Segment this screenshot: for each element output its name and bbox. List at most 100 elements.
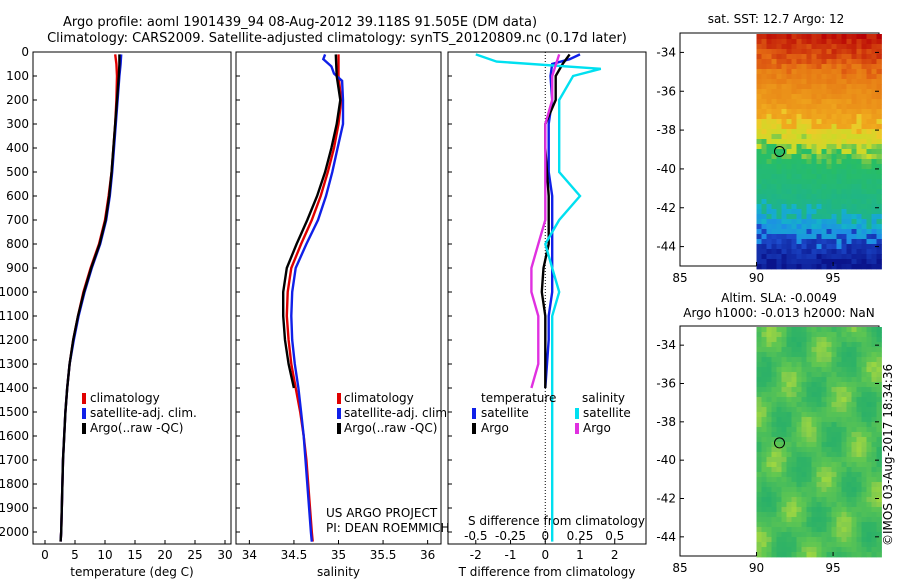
map-cell [781,402,787,408]
map-cell [796,412,802,418]
map-cell [836,169,842,175]
map-cell [821,427,827,433]
map-cell [771,264,777,270]
map-cell [841,357,847,363]
map-cell [846,347,852,353]
map-cell [766,149,772,155]
map-cell [811,412,817,418]
map-cell [781,39,787,45]
map-cell [806,104,812,110]
map-cell [876,54,882,60]
map-cell [806,477,812,483]
map-cell [821,34,827,40]
map-cell [876,512,882,518]
map-cell [781,144,787,150]
map-cell [831,512,837,518]
map-cell [861,492,867,498]
map-cell [821,84,827,90]
map-cell [806,392,812,398]
map-cell [861,332,867,338]
map-cell [791,224,797,230]
map-cell [846,332,852,338]
map-cell [761,387,767,393]
map-cell [791,397,797,403]
map-cell [806,352,812,358]
map-cell [806,44,812,50]
map-cell [811,362,817,368]
map-cell [866,482,872,488]
map-cell [806,407,812,413]
map-cell [836,357,842,363]
map-cell [876,119,882,125]
map-cell [826,397,832,403]
map-cell [791,184,797,190]
map-cell [831,204,837,210]
map-cell [831,134,837,140]
map-cell [786,154,792,160]
map-cell [766,244,772,250]
map-cell [756,259,762,265]
map-cell [871,447,877,453]
map-cell [766,194,772,200]
map-cell [816,79,822,85]
map-cell [781,517,787,523]
map-cell [866,129,872,135]
map-cell [851,347,857,353]
map-cell [871,407,877,413]
map-cell [851,542,857,548]
map-cell [766,447,772,453]
map-cell [851,94,857,100]
map-cell [871,124,877,130]
map-cell [831,477,837,483]
map-cell [801,517,807,523]
map-cell [841,477,847,483]
map-cell [816,184,822,190]
map-cell [766,184,772,190]
map-cell [841,377,847,383]
map-cell [776,392,782,398]
map-cell [861,387,867,393]
map-cell [791,174,797,180]
map-cell [776,174,782,180]
map-cell [811,264,817,270]
map-cell [866,437,872,443]
map-cell [796,89,802,95]
map-cell [871,392,877,398]
map-cell [786,537,792,543]
map-cell [821,69,827,75]
map-cell [876,229,882,235]
salinity-panel: 34 34.5 35 35.5 36salinityclimatologysatelli… [235,51,451,579]
map-cell [766,502,772,508]
map-cell [866,199,872,205]
map-cell [826,259,832,265]
map-cell [806,259,812,265]
map-cell [826,512,832,518]
map-cell [861,367,867,373]
map-cell [861,184,867,190]
map-cell [771,517,777,523]
map-cell [811,357,817,363]
map-cell [861,159,867,165]
map-cell [796,164,802,170]
map-cell [786,437,792,443]
map-cell [871,54,877,60]
map-cell [766,159,772,165]
map-cell [836,407,842,413]
map-cell [766,377,772,383]
map-cell [851,437,857,443]
map-cell [836,537,842,543]
map-cell [811,224,817,230]
map-cell [866,259,872,265]
map-cell [871,507,877,513]
map-cell [846,124,852,130]
x-tick-label: 90 [749,561,764,575]
map-cell [856,249,862,255]
y-tick-label: 1300 [0,357,29,371]
map-cell [831,64,837,70]
map-cell [866,347,872,353]
map-cell [826,437,832,443]
map-cell [806,447,812,453]
map-cell [756,89,762,95]
map-cell [801,139,807,145]
map-cell [766,362,772,368]
